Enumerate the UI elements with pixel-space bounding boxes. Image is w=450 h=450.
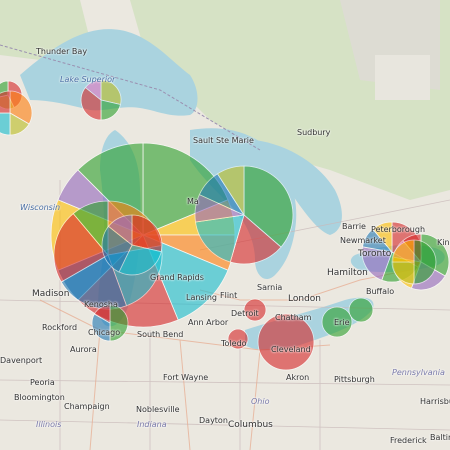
pie-slice [142, 234, 229, 321]
pie-slice [53, 213, 109, 283]
pie-slice [107, 214, 133, 246]
label-aurora: Aurora [70, 345, 97, 354]
label-noblesville: Noblesville [136, 405, 180, 414]
label-kingston: King [437, 238, 450, 247]
pie-marker-toledo[interactable] [227, 328, 249, 350]
label-buffalo: Buffalo [366, 287, 395, 296]
label-hamilton: Hamilton [327, 268, 368, 278]
label-chatham: Chatham [275, 313, 312, 322]
label-peoria: Peoria [30, 378, 55, 387]
label-baltimore: Baltim [430, 433, 450, 442]
label-flint: Flint [220, 291, 238, 300]
pie-slice [216, 165, 245, 217]
label-sudbury: Sudbury [297, 128, 331, 137]
label-kenosha: Kenosha [84, 300, 118, 309]
pie-slice [195, 214, 245, 263]
pie-slice [361, 246, 393, 281]
pie-slice [100, 79, 122, 105]
pie-marker-huron[interactable] [194, 165, 294, 265]
label-fort-wayne: Fort Wayne [163, 373, 209, 382]
label-london: London [288, 294, 321, 304]
pie-marker-cleveland[interactable] [257, 313, 315, 371]
label-south-bend: South Bend [137, 330, 184, 339]
label-indiana: Indiana [137, 420, 167, 429]
pie-marker-erie[interactable] [321, 306, 353, 338]
pie-slice [109, 304, 129, 342]
label-champaign: Champaign [64, 402, 110, 411]
label-davenport: Davenport [0, 356, 43, 365]
label-wisconsin: Wisconsin [20, 203, 61, 212]
pie-slice [257, 313, 315, 371]
label-akron: Akron [286, 373, 310, 382]
pie-slice [101, 225, 133, 273]
label-ma: Ma [187, 197, 199, 206]
pie-slice [243, 165, 294, 248]
pie-slice [80, 86, 102, 121]
pie-slice [372, 221, 393, 254]
pie-slice [72, 200, 109, 257]
label-toronto: Toronto [358, 249, 392, 259]
pie-slice [391, 261, 415, 285]
label-ann-arbor: Ann Arbor [188, 318, 229, 327]
label-harrisburg: Harrisburg [420, 397, 450, 406]
pie-slice [243, 298, 267, 322]
label-sault-ste-marie: Sault Ste Marie [193, 136, 254, 145]
pie-slice [413, 239, 437, 285]
pie-slice [118, 244, 162, 276]
pie-marker-hamilton[interactable] [391, 239, 437, 285]
pie-slice [321, 306, 353, 338]
label-cleveland: Cleveland [271, 345, 311, 354]
pie-slice [93, 304, 111, 324]
pie-slice [0, 112, 11, 136]
pie-marker-michigan-center[interactable] [101, 214, 163, 276]
label-frederick: Frederick [390, 436, 427, 445]
pie-slice [348, 297, 374, 323]
label-columbus: Columbus [228, 420, 273, 430]
lake-superior-water [20, 29, 198, 116]
pie-marker-buffalo-west[interactable] [348, 297, 374, 323]
pie-marker-kenosha[interactable] [91, 304, 129, 342]
label-illinois: Illinois [36, 420, 62, 429]
pie-slice [227, 328, 249, 350]
pie-marker-lake-superior-west[interactable] [0, 90, 33, 136]
label-lake-superior: Lake Superior [60, 75, 116, 84]
label-peterborough: Peterborough [371, 225, 426, 234]
label-dayton: Dayton [199, 416, 228, 425]
pie-slice [229, 214, 282, 265]
pie-slice [60, 254, 128, 310]
label-toledo: Toledo [221, 339, 247, 348]
pie-slice [84, 79, 102, 101]
label-rockford: Rockford [42, 323, 78, 332]
label-madison: Madison [32, 289, 70, 299]
pie-slice [131, 214, 163, 253]
label-thunder-bay: Thunder Bay [36, 47, 88, 56]
pie-slice [0, 90, 11, 114]
label-bloomington: Bloomington [14, 393, 65, 402]
pie-marker-lake-superior[interactable] [80, 79, 122, 121]
label-erie: Erie [334, 318, 350, 327]
label-lansing: Lansing [186, 293, 217, 302]
label-pennsylvania: Pennsylvania [392, 368, 445, 377]
pie-marker-detroit[interactable] [243, 298, 267, 322]
label-barrie: Barrie [342, 222, 366, 231]
pie-slice [391, 239, 415, 263]
label-newmarket: Newmarket [340, 236, 386, 245]
label-pittsburgh: Pittsburgh [334, 375, 375, 384]
label-detroit: Detroit [231, 309, 259, 318]
label-sarnia: Sarnia [257, 283, 283, 292]
label-ohio: Ohio [251, 397, 270, 406]
label-chicago: Chicago [88, 328, 121, 337]
label-grand-rapids: Grand Rapids [150, 273, 204, 282]
